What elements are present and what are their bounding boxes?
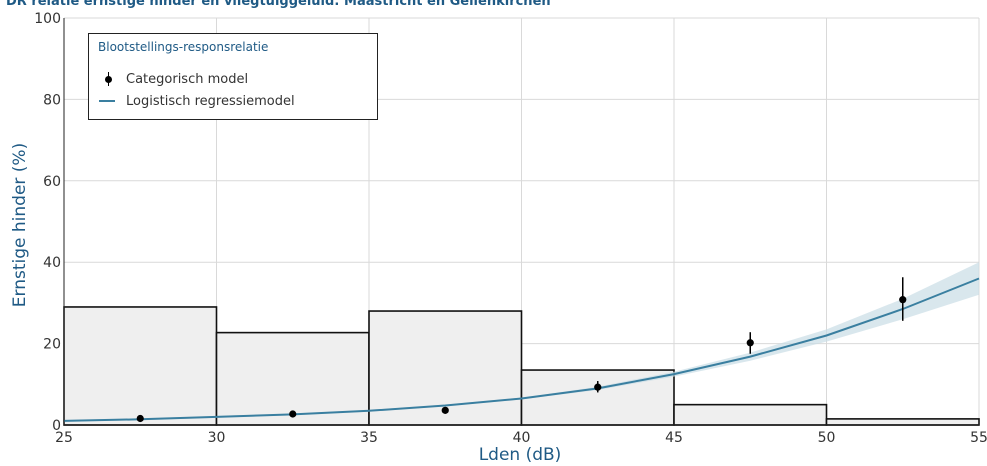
histogram-bins bbox=[63, 306, 980, 426]
regression-line bbox=[63, 277, 980, 422]
x-axis-label: Lden (dB) bbox=[479, 445, 562, 465]
x-tick-label: 25 bbox=[55, 430, 73, 446]
y-axis-label: Ernstige hinder (%) bbox=[10, 143, 30, 307]
point-errorbar-icon bbox=[98, 70, 120, 88]
confidence-band bbox=[64, 262, 979, 422]
data-point bbox=[746, 339, 754, 347]
legend-label: Categorisch model bbox=[126, 71, 249, 87]
histogram-bar bbox=[673, 403, 828, 426]
x-tick-label: 30 bbox=[208, 430, 226, 446]
y-tick-label: 20 bbox=[43, 337, 61, 353]
axes bbox=[63, 18, 979, 426]
data-point bbox=[899, 296, 907, 304]
legend: Blootstellings-responsrelatie Categorisc… bbox=[88, 33, 378, 120]
data-point bbox=[594, 383, 602, 391]
histogram-bar bbox=[63, 306, 218, 426]
y-tick-label: 60 bbox=[43, 174, 61, 190]
y-tick-label: 80 bbox=[43, 92, 61, 108]
y-tick-label: 0 bbox=[52, 418, 61, 434]
data-point bbox=[289, 410, 297, 418]
legend-item-categorisch: Categorisch model bbox=[98, 70, 248, 88]
data-point bbox=[441, 406, 449, 414]
legend-title: Blootstellings-responsrelatie bbox=[98, 40, 269, 54]
categorical-points bbox=[136, 277, 907, 423]
x-tick-label: 50 bbox=[818, 430, 836, 446]
legend-label: Logistisch regressiemodel bbox=[126, 93, 295, 109]
x-tick-label: 45 bbox=[665, 430, 683, 446]
tick-labels: 25 30 35 40 45 50 55 0 20 40 60 80 100 bbox=[34, 11, 987, 446]
chart-title: DR relatie ernstige hinder en vliegtuigg… bbox=[6, 0, 551, 9]
regression-line-path bbox=[63, 277, 980, 422]
x-tick-label: 55 bbox=[970, 430, 987, 446]
x-tick-label: 40 bbox=[513, 430, 531, 446]
y-tick-label: 40 bbox=[43, 255, 61, 271]
data-point bbox=[136, 414, 144, 423]
legend-item-logistisch: Logistisch regressiemodel bbox=[98, 92, 295, 110]
y-tick-label: 100 bbox=[34, 11, 61, 27]
x-tick-label: 35 bbox=[360, 430, 378, 446]
histogram-bar bbox=[825, 418, 980, 426]
confidence-band-area bbox=[64, 262, 979, 422]
line-icon bbox=[98, 92, 120, 110]
